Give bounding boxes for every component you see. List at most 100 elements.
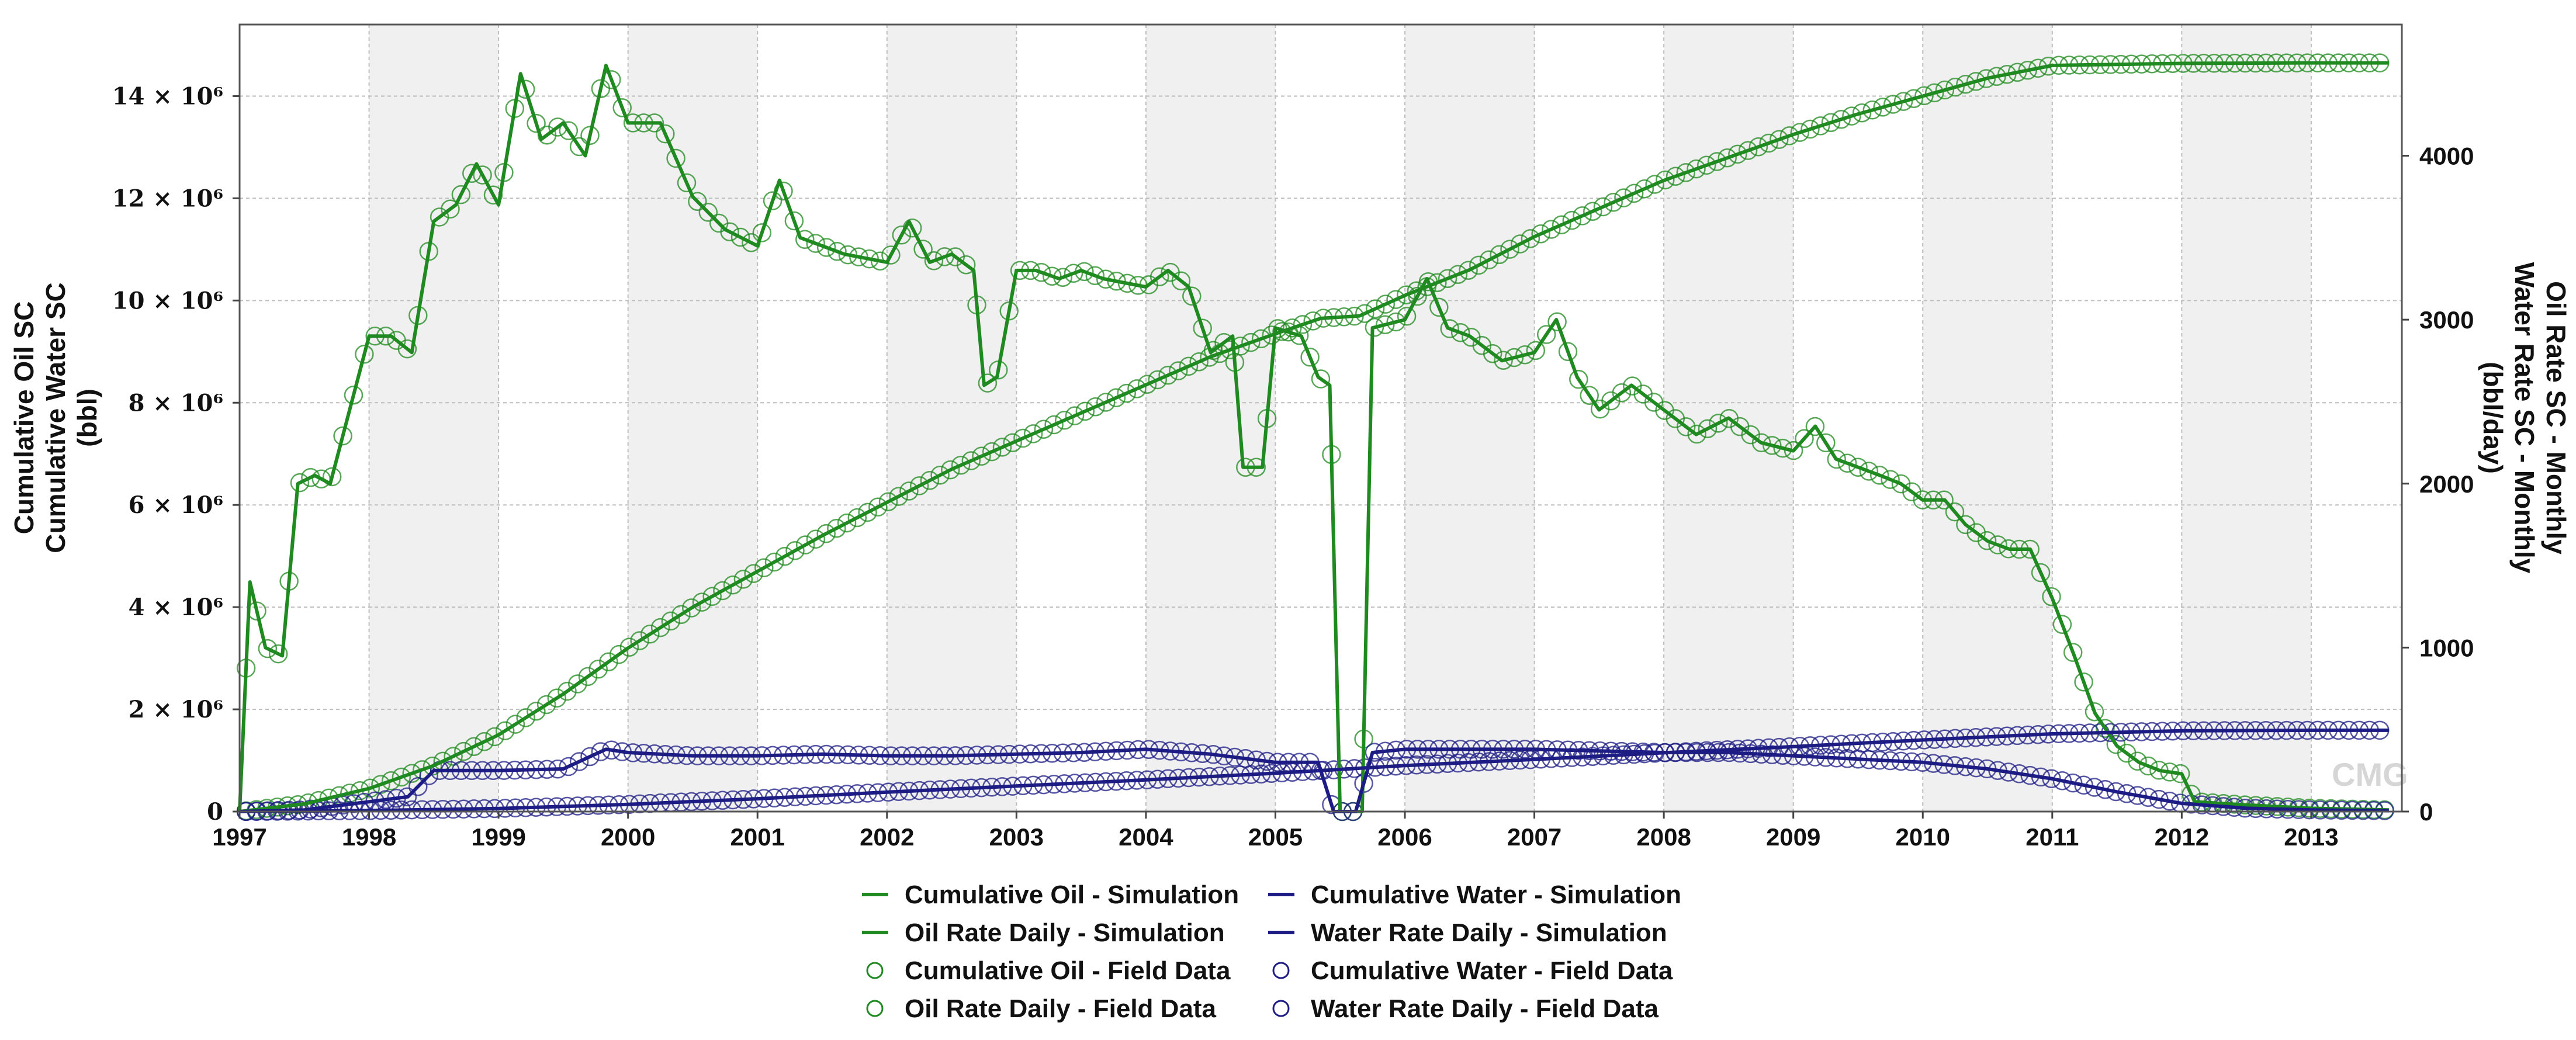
- legend-label-cum-oil-field: Cumulative Oil - Field Data: [905, 956, 1231, 985]
- cumulative-oil-field-data-point-28: [527, 701, 546, 721]
- x-tick-label-1997: 1997: [212, 823, 266, 851]
- cumulative-oil-field-data-point-51: [764, 552, 784, 572]
- oil-rate-daily-field-data-point-141: [1751, 433, 1771, 453]
- cumulative-oil-field-data-point-33: [578, 667, 598, 687]
- oil-rate-daily-field-data-point-159: [1945, 502, 1965, 522]
- x-tick-label-1998: 1998: [342, 823, 396, 851]
- cumulative-oil-field-data-point-141: [1696, 155, 1716, 175]
- cumulative-oil-field-data-point-77: [1034, 420, 1054, 439]
- oil-rate-daily-field-data-point-170: [2063, 643, 2083, 662]
- oil-rate-daily-field-data-point-153: [1881, 470, 1900, 489]
- oil-rate-daily-field-data-point-45: [720, 222, 739, 241]
- cumulative-oil-field-data-point-140: [1687, 159, 1706, 179]
- oil-rate-daily-field-data-point-120: [1526, 341, 1546, 360]
- cumulative-oil-field-data-point-36: [609, 644, 629, 664]
- left-tick-label-7: 14 × 10⁶: [112, 82, 223, 110]
- oil-rate-daily-field-data-point-107: [1386, 312, 1405, 332]
- cumulative-oil-field-data-point-144: [1728, 144, 1747, 164]
- oil-rate-daily-field-data-point-142: [1763, 436, 1782, 455]
- left-tick-label-0: 0: [207, 798, 223, 826]
- cumulative-oil-field-data-point-117: [1448, 265, 1468, 284]
- legend-marker-oil-rate-field: [866, 1000, 884, 1017]
- oil-rate-daily-field-data-point-88: [1182, 286, 1202, 306]
- cumulative-oil-field-data-point-159: [1883, 95, 1903, 114]
- oil-rate-daily-field-data-point-23: [483, 185, 503, 205]
- cumulative-oil-field-data-point-37: [619, 637, 639, 657]
- cumulative-oil-field-data-point-151: [1801, 119, 1820, 139]
- cumulative-oil-field-data-point-35: [599, 652, 618, 671]
- x-tick-label-2013: 2013: [2284, 823, 2338, 851]
- oil-rate-daily-field-data-point-8: [322, 467, 342, 487]
- cumulative-oil-field-data-point-34: [588, 660, 608, 679]
- oil-rate-daily-field-data-point-111: [1429, 297, 1449, 317]
- oil-rate-daily-field-data-point-42: [688, 192, 707, 211]
- cumulative-oil-field-data-point-111: [1386, 290, 1405, 309]
- oil-rate-daily-field-data-point-113: [1450, 323, 1470, 342]
- cumulative-oil-field-data-point-138: [1666, 167, 1685, 186]
- oil-rate-daily-field-data-point-75: [1043, 266, 1062, 286]
- year-band-2002: [887, 25, 1017, 812]
- cumulative-oil-field-data-point-65: [909, 476, 929, 495]
- legend-marker-cum-water-field: [1272, 962, 1290, 979]
- cumulative-oil-field-data-point-27: [516, 708, 535, 727]
- cumulative-oil-field-data-point-116: [1438, 269, 1457, 288]
- cumulative-oil-field-data-point-50: [754, 558, 774, 578]
- x-tick-label-1999: 1999: [471, 823, 525, 851]
- cumulative-oil-field-data-point-80: [1065, 406, 1085, 425]
- oil-rate-daily-field-data-point-39: [656, 124, 675, 144]
- cumulative-oil-field-data-point-112: [1396, 285, 1416, 304]
- year-band-2004: [1145, 25, 1276, 812]
- oil-rate-daily-field-data-point-55: [827, 242, 847, 261]
- cumulative-oil-field-data-point-121: [1490, 245, 1509, 264]
- cmg-watermark: CMG: [2332, 756, 2408, 793]
- oil-rate-daily-field-data-point-123: [1558, 342, 1578, 362]
- legend-marker-water-rate-field: [1272, 1000, 1290, 1017]
- legend-marker-cum-oil-field: [866, 962, 884, 979]
- oil-rate-daily-field-data-point-124: [1569, 370, 1588, 389]
- cumulative-oil-field-data-point-61: [868, 497, 888, 517]
- oil-rate-daily-field-data-point-41: [677, 173, 697, 193]
- oil-rate-daily-field-data-point-163: [1988, 535, 2007, 554]
- cumulative-oil-field-data-point-11: [350, 781, 370, 800]
- cumulative-oil-field-data-point-154: [1831, 109, 1851, 129]
- oil-rate-daily-field-data-point-85: [1149, 267, 1169, 286]
- cumulative-oil-field-data-point-130: [1583, 202, 1602, 221]
- cumulative-oil-field-data-point-128: [1562, 210, 1582, 230]
- year-shading-bands: [240, 25, 2402, 812]
- oil-rate-daily-field-data-point-19: [441, 199, 460, 219]
- left-tick-label-6: 12 × 10⁶: [112, 185, 223, 212]
- oil-rate-daily-field-data-point-54: [816, 238, 836, 257]
- cumulative-oil-field-data-point-108: [1355, 304, 1374, 323]
- cumulative-oil-field-data-point-52: [775, 546, 795, 566]
- oil-rate-daily-field-data-point-77: [1064, 264, 1083, 283]
- oil-rate-daily-field-data-point-117: [1494, 351, 1513, 370]
- oil-rate-daily-field-data-point-167: [2031, 563, 2051, 583]
- oil-rate-daily-field-data-point-69: [978, 373, 998, 393]
- right-axis-label-2: Water Rate SC - Monthly: [2509, 262, 2540, 574]
- x-tick-label-2003: 2003: [989, 823, 1044, 851]
- water-rate-daily-field-data-point-30: [559, 757, 579, 776]
- oil-rate-daily-field-data-point-100: [1311, 369, 1331, 389]
- oil-rate-daily-field-data-point-79: [1085, 266, 1105, 286]
- oil-rate-daily-field-data-point-118: [1504, 348, 1524, 368]
- left-tick-label-1: 2 × 10⁶: [129, 696, 223, 723]
- oil-rate-daily-field-data-point-137: [1709, 414, 1728, 433]
- cumulative-oil-field-data-point-92: [1189, 352, 1209, 372]
- cumulative-oil-field-data-point-147: [1759, 133, 1778, 153]
- oil-rate-daily-field-data-point-60: [881, 245, 901, 265]
- cumulative-oil-field-data-point-71: [972, 446, 991, 466]
- cumulative-oil-field-data-point-60: [858, 502, 877, 522]
- oil-rate-daily-field-data-point-30: [559, 121, 579, 140]
- cumulative-oil-field-data-point-40: [650, 618, 670, 637]
- cumulative-oil-field-data-point-145: [1738, 141, 1758, 160]
- cumulative-oil-field-data-point-14: [381, 771, 401, 791]
- oil-rate-daily-field-data-point-145: [1795, 429, 1814, 448]
- cumulative-oil-field-data-point-66: [920, 471, 940, 490]
- cumulative-oil-field-data-point-153: [1821, 113, 1841, 133]
- right-axis-title: Oil Rate SC - Monthly Water Rate SC - Mo…: [2478, 262, 2571, 574]
- cumulative-oil-field-data-point-57: [827, 518, 846, 538]
- cumulative-oil-field-data-point-69: [951, 455, 971, 475]
- cumulative-oil-field-data-point-158: [1873, 98, 1892, 117]
- cumulative-oil-field-data-point-26: [505, 715, 525, 734]
- oil-rate-daily-field-data-point-112: [1440, 319, 1459, 338]
